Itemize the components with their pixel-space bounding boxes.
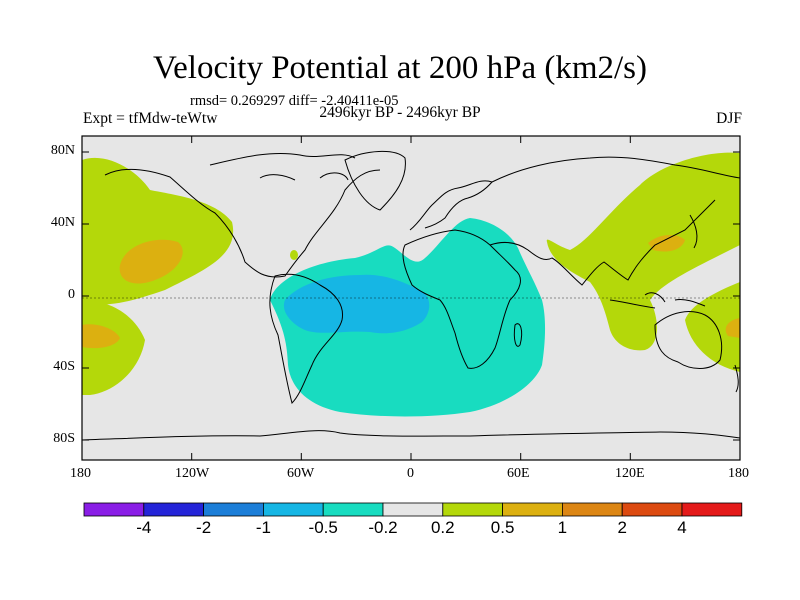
lon-label-120w: 120W — [175, 466, 209, 482]
lon-label-0: 0 — [407, 466, 414, 482]
colorbar-label: 0.2 — [413, 518, 473, 538]
colorbar-label: -2 — [174, 518, 234, 538]
colorbar-label: -4 — [114, 518, 174, 538]
lat-label-80s: 80S — [5, 431, 75, 447]
map-panel — [82, 136, 740, 460]
colorbar-label: 2 — [592, 518, 652, 538]
colorbar-box — [263, 503, 323, 516]
colorbar-label: -0.5 — [293, 518, 353, 538]
colorbar-label: 1 — [532, 518, 592, 538]
colorbar-box — [204, 503, 264, 516]
colorbar-box — [562, 503, 622, 516]
colorbar-box — [503, 503, 563, 516]
colorbar-label: -1 — [233, 518, 293, 538]
lon-label-120e: 120E — [615, 466, 645, 482]
colorbar-box — [144, 503, 204, 516]
lon-label-180e: 180 — [728, 466, 749, 482]
colorbar-box — [682, 503, 742, 516]
lat-label-40s: 40S — [5, 359, 75, 375]
lat-label-40n: 40N — [5, 215, 75, 231]
colorbar-box — [622, 503, 682, 516]
lon-label-180w: 180 — [70, 466, 91, 482]
colorbar-box — [84, 503, 144, 516]
colorbar-label: -0.2 — [353, 518, 413, 538]
colorbar — [84, 503, 742, 516]
lat-label-eq: 0 — [5, 287, 75, 303]
colorbar-label: 0.5 — [473, 518, 533, 538]
positive-anomaly-small — [290, 250, 298, 260]
map-figure — [0, 0, 800, 600]
colorbar-box — [383, 503, 443, 516]
lat-label-80n: 80N — [5, 143, 75, 159]
colorbar-label: 4 — [652, 518, 712, 538]
lon-label-60e: 60E — [507, 466, 530, 482]
colorbar-box — [323, 503, 383, 516]
colorbar-box — [443, 503, 503, 516]
lon-label-60w: 60W — [287, 466, 314, 482]
